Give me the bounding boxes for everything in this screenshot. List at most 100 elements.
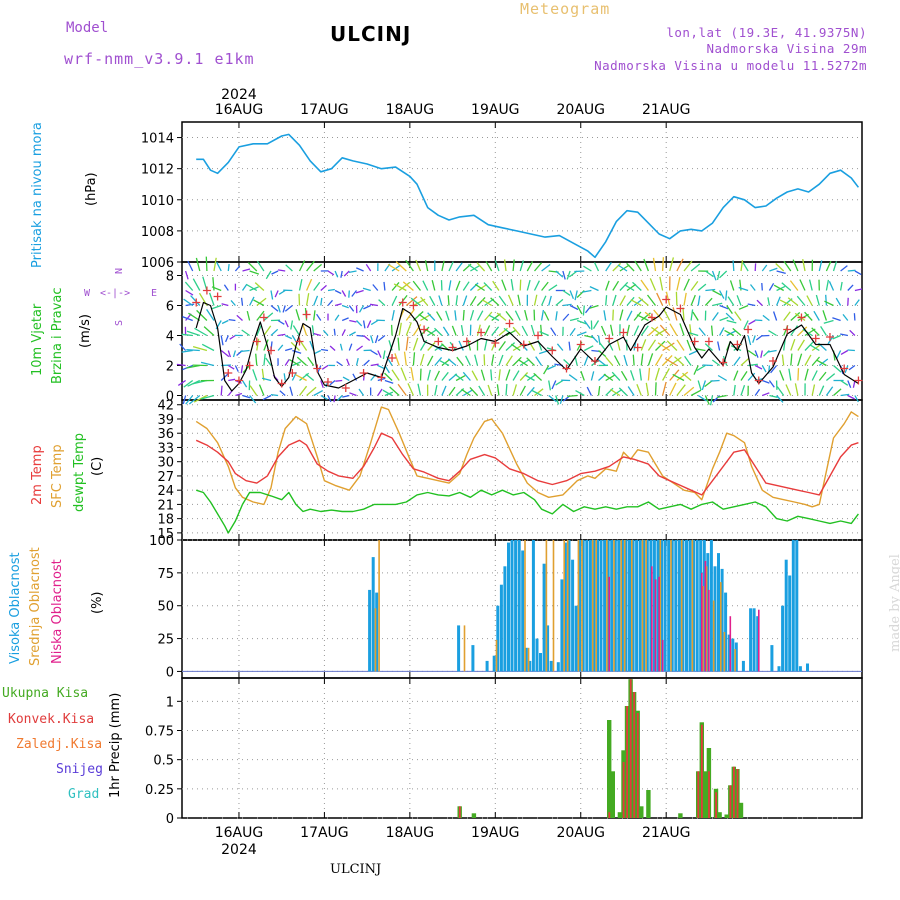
wind-arrow — [789, 280, 799, 291]
wind-arrow — [192, 345, 208, 352]
cloud-bar — [658, 576, 660, 672]
wind-arrow — [548, 380, 552, 391]
wind-arrow — [265, 270, 272, 280]
cloud-bar — [681, 540, 685, 672]
wind-arrow — [369, 303, 378, 307]
gust-marker — [359, 369, 368, 377]
y-tick-label: 100 — [149, 534, 174, 549]
wind-arrow — [185, 303, 195, 307]
cloud-bar — [620, 540, 624, 672]
wind-arrow — [313, 349, 322, 355]
wind-arrow — [351, 290, 358, 297]
wind-arrow — [363, 304, 371, 310]
wind-arrow — [790, 353, 793, 366]
wind-arrow — [228, 378, 236, 382]
wind-arrow — [505, 369, 511, 381]
wind-arrow — [847, 380, 852, 388]
wind-arrow — [427, 342, 436, 351]
cloud-bar — [667, 540, 671, 672]
wind-arrow — [249, 385, 258, 396]
wind-arrow — [240, 297, 244, 306]
wind-arrow — [512, 384, 518, 396]
precip-total-bar — [646, 790, 651, 818]
wind-arrow — [234, 265, 241, 272]
wind-arrow — [211, 304, 222, 310]
wind-arrow — [818, 358, 829, 367]
wind-arrow — [188, 394, 201, 405]
wind-arrow — [825, 260, 832, 272]
cloud-bar — [741, 660, 745, 672]
wind-arrow — [657, 342, 671, 352]
gust-marker — [519, 340, 528, 349]
wind-arrow — [407, 383, 414, 396]
wind-arrow — [613, 355, 621, 366]
cloud-bar — [729, 616, 732, 672]
wind-arrow — [263, 353, 266, 366]
wind-arrow — [626, 262, 635, 272]
y-tick-label: 2 — [166, 360, 174, 375]
wind-arrow — [733, 384, 736, 396]
wind-arrow — [669, 257, 675, 272]
precip-conv-bar — [708, 771, 710, 818]
cloud-bar — [642, 540, 646, 672]
y-tick-label: 0 — [166, 812, 174, 827]
wind-arrow — [825, 386, 834, 396]
cloud-bar — [699, 540, 703, 672]
wind-arrow — [329, 345, 336, 351]
cloud-bar — [660, 540, 664, 672]
top-day-label: 19AUG — [471, 102, 520, 118]
wind-compass-e: E — [151, 288, 158, 299]
wind-arrow — [710, 379, 720, 382]
wind-arrow — [825, 373, 836, 381]
wind-arrow — [455, 295, 459, 306]
wind-arrow — [307, 356, 315, 366]
wind-arrow — [802, 258, 806, 272]
wind-arrow — [733, 356, 741, 366]
wind-arrow — [847, 284, 854, 291]
page-title: ULCINJ — [330, 22, 412, 46]
wind-arrow — [847, 349, 855, 352]
wind-arrow — [530, 324, 536, 336]
wind-arrow — [654, 382, 657, 396]
wind-arrow — [234, 365, 239, 372]
wind-arrow — [469, 386, 478, 396]
top-day-label: 21AUG — [642, 102, 691, 118]
wind-arrow — [496, 384, 500, 396]
wind-arrow — [240, 365, 244, 374]
wind-arrow — [252, 369, 258, 381]
wind-arrow — [356, 345, 363, 352]
wind-arrow — [683, 278, 690, 291]
wind-arrow — [412, 324, 422, 336]
cloud-bar — [709, 540, 713, 672]
gust-marker — [420, 325, 429, 334]
cloud-bar — [654, 579, 657, 672]
wind-arrow — [192, 278, 201, 291]
gust-marker — [313, 364, 322, 373]
wind-arrow — [290, 320, 294, 330]
wind-arrow — [487, 384, 493, 396]
wind-arrow — [754, 350, 759, 358]
wind-arrow — [313, 310, 316, 321]
wind-arrow — [633, 325, 640, 336]
gust-marker — [605, 334, 614, 343]
cloud-bar — [603, 540, 607, 672]
cloud-bar — [752, 608, 756, 672]
wind-arrow — [832, 317, 841, 322]
gust-marker — [409, 301, 418, 310]
wind-arrow — [419, 353, 425, 366]
wind-arrow — [336, 361, 343, 367]
cloud-bar — [556, 662, 560, 672]
cloud-bar — [535, 638, 539, 672]
gust-marker — [590, 357, 599, 365]
wind-arrow — [391, 264, 402, 272]
cloud-bar — [591, 540, 594, 672]
wind-arrow — [756, 299, 763, 306]
wind-arrow — [390, 324, 393, 336]
wind-arrow — [597, 386, 601, 396]
wind-arrow — [684, 355, 692, 366]
cloud-bar — [560, 579, 564, 672]
y-tick-label: 18 — [157, 513, 174, 528]
wind-arrow — [665, 291, 671, 306]
wind-arrow — [501, 279, 507, 291]
wind-speed-line — [195, 301, 859, 392]
